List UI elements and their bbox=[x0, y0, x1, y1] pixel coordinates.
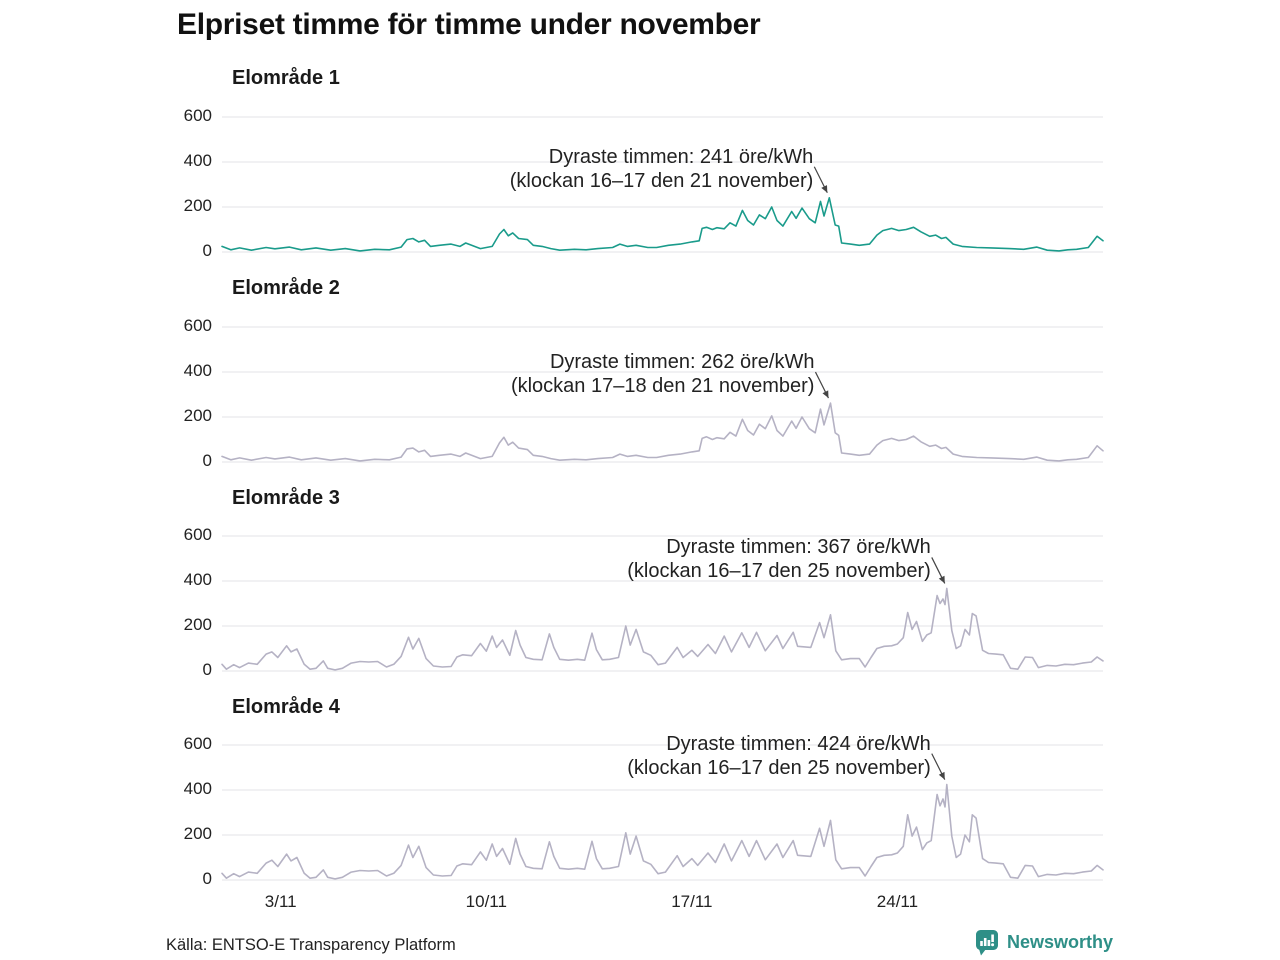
chart-subtitle-elomrade-1: Elområde 1 bbox=[232, 67, 340, 89]
y-tick-label: 200 bbox=[183, 615, 212, 634]
x-tick-label: 24/11 bbox=[876, 892, 919, 911]
y-tick-label: 400 bbox=[183, 361, 212, 380]
y-tick-label: 200 bbox=[183, 406, 212, 425]
annotation-line2: (klockan 16–17 den 21 november) bbox=[509, 169, 814, 192]
y-tick-label: 600 bbox=[183, 316, 212, 335]
y-tick-label: 0 bbox=[202, 451, 212, 470]
x-tick-label: 17/11 bbox=[671, 892, 713, 911]
brand-name: Newsworthy bbox=[1006, 932, 1113, 952]
chart-subtitle-elomrade-3: Elområde 3 bbox=[232, 487, 340, 509]
peak-annotation-elomrade-3: Dyraste timmen: 367 öre/kWh (klockan 16–… bbox=[461, 535, 931, 583]
peak-annotation-elomrade-1: Dyraste timmen: 241 öre/kWh (klockan 16–… bbox=[343, 145, 814, 193]
y-tick-label: 400 bbox=[183, 570, 212, 589]
y-tick-label: 200 bbox=[183, 824, 212, 843]
chart-subtitle-elomrade-4: Elområde 4 bbox=[232, 696, 340, 718]
y-tick-label: 600 bbox=[183, 106, 212, 125]
x-tick-label: 3/11 bbox=[264, 892, 297, 911]
annotation-line1: Dyraste timmen: 241 öre/kWh bbox=[548, 145, 814, 168]
y-tick-label: 400 bbox=[183, 151, 212, 170]
source-note: Källa: ENTSO-E Transparency Platform bbox=[166, 936, 456, 954]
annotation-line1: Dyraste timmen: 262 öre/kWh bbox=[549, 351, 815, 374]
y-tick-label: 600 bbox=[183, 734, 212, 753]
y-tick-label: 0 bbox=[202, 869, 212, 888]
y-tick-label: 600 bbox=[183, 525, 212, 544]
y-tick-label: 200 bbox=[183, 196, 212, 215]
brand-logo: Newsworthy bbox=[975, 929, 1113, 956]
y-tick-label: 0 bbox=[202, 660, 212, 679]
page-title: Elpriset timme för timme under november bbox=[177, 8, 761, 41]
peak-annotation-elomrade-2: Dyraste timmen: 262 öre/kWh (klockan 17–… bbox=[344, 350, 815, 398]
annotation-line2: (klockan 17–18 den 21 november) bbox=[510, 375, 815, 398]
y-tick-label: 0 bbox=[202, 241, 212, 260]
newsworthy-logo-icon bbox=[975, 930, 998, 956]
x-tick-label: 10/11 bbox=[465, 892, 507, 911]
annotation-line1: Dyraste timmen: 367 öre/kWh bbox=[666, 536, 931, 559]
chart-subtitle-elomrade-2: Elområde 2 bbox=[232, 277, 340, 299]
annotation-line2: (klockan 16–17 den 25 november) bbox=[627, 756, 931, 779]
annotation-line2: (klockan 16–17 den 25 november) bbox=[627, 560, 931, 583]
peak-annotation-elomrade-4: Dyraste timmen: 424 öre/kWh (klockan 16–… bbox=[461, 732, 931, 780]
y-tick-label: 400 bbox=[183, 779, 212, 798]
annotation-line1: Dyraste timmen: 424 öre/kWh bbox=[666, 732, 931, 755]
